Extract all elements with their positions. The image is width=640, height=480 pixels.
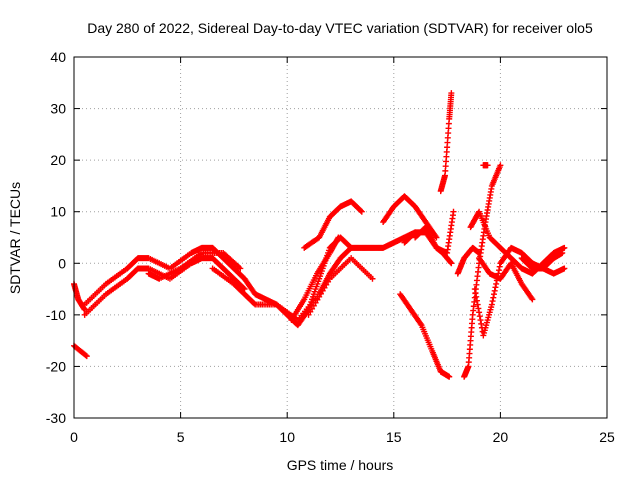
data-point <box>417 320 424 327</box>
series-track-upper-d <box>412 224 455 267</box>
data-point <box>317 290 324 297</box>
x-tick-label: 15 <box>386 429 402 445</box>
data-point <box>358 208 365 215</box>
data-point <box>237 265 244 272</box>
y-tick-label: -10 <box>46 307 66 323</box>
data-point <box>319 287 326 294</box>
x-tick-label: 25 <box>599 429 615 445</box>
y-axis-label: SDTVAR / TECUs <box>7 182 23 294</box>
series-track-mid-c <box>305 255 376 318</box>
y-tick-label: 10 <box>50 204 66 220</box>
series-track-early-low <box>71 342 90 360</box>
data-point <box>81 306 88 313</box>
data-point <box>489 298 496 305</box>
data-point <box>447 259 454 266</box>
data-point <box>314 296 321 303</box>
data-point <box>446 373 453 380</box>
y-tick-label: -30 <box>46 410 66 426</box>
data-point <box>472 289 479 296</box>
data-point <box>477 317 484 324</box>
data-point <box>305 311 312 318</box>
chart-title: Day 280 of 2022, Sidereal Day-to-day VTE… <box>87 20 593 36</box>
series-track-late-d <box>476 255 536 303</box>
series-track-spike <box>437 90 455 195</box>
data-point <box>316 293 323 300</box>
data-point <box>448 90 455 97</box>
tick-layer: 0 5 10 15 20 25 -30 -20 -10 0 10 20 30 40 <box>46 49 615 445</box>
data-point <box>307 308 314 315</box>
series-track-main-a <box>81 244 248 308</box>
data-point <box>448 260 455 267</box>
data-point <box>473 293 480 300</box>
y-tick-label: -20 <box>46 358 66 374</box>
data-point <box>83 353 90 360</box>
data-point <box>334 235 341 242</box>
series-track-main-c <box>145 249 244 282</box>
x-tick-label: 10 <box>279 429 295 445</box>
y-tick-label: 0 <box>58 255 66 271</box>
x-tick-label: 0 <box>70 429 78 445</box>
data-point <box>476 249 483 256</box>
data-point <box>488 301 495 308</box>
data-point <box>491 291 498 298</box>
x-axis-label: GPS time / hours <box>287 457 394 473</box>
data-point <box>561 265 568 272</box>
data-point <box>312 299 319 306</box>
x-tick-label: 5 <box>177 429 185 445</box>
data-point <box>432 233 439 240</box>
data-point <box>495 267 502 274</box>
series-track-late-f <box>480 162 491 169</box>
data-point <box>478 320 485 327</box>
data-point <box>496 263 503 270</box>
series-track-main-b <box>81 255 248 318</box>
plot-frame <box>73 56 608 419</box>
data-point <box>475 305 482 312</box>
data-point <box>484 162 491 169</box>
y-tick-label: 30 <box>50 101 66 117</box>
data-point <box>491 287 498 294</box>
data-point <box>493 280 500 287</box>
series-track-rise-a <box>288 234 342 324</box>
data-point <box>528 295 535 302</box>
series-track-late-c <box>467 208 568 277</box>
data-point <box>433 234 440 241</box>
data-point <box>335 234 342 241</box>
data-point <box>476 309 483 316</box>
data-point <box>490 294 497 301</box>
series-track-drop <box>397 291 453 380</box>
data-point <box>474 301 481 308</box>
data-point <box>323 281 330 288</box>
data-point <box>473 297 480 304</box>
data-point <box>450 208 457 215</box>
data-point <box>561 244 568 251</box>
data-point <box>497 162 504 169</box>
data-layer <box>71 90 568 380</box>
data-point <box>369 275 376 282</box>
y-tick-label: 40 <box>50 49 66 65</box>
y-tick-label: 20 <box>50 152 66 168</box>
series-track-late-e <box>454 244 483 277</box>
series-track-late-g <box>518 255 568 277</box>
data-point <box>476 313 483 320</box>
data-point <box>357 207 364 214</box>
series-track-upper-a <box>301 198 365 251</box>
data-point <box>310 302 317 309</box>
data-point <box>471 286 478 293</box>
data-point <box>325 278 332 285</box>
data-point <box>82 352 89 359</box>
data-point <box>321 284 328 291</box>
data-point <box>529 296 536 303</box>
data-point <box>492 284 499 291</box>
x-tick-label: 20 <box>493 429 509 445</box>
data-point <box>309 305 316 312</box>
